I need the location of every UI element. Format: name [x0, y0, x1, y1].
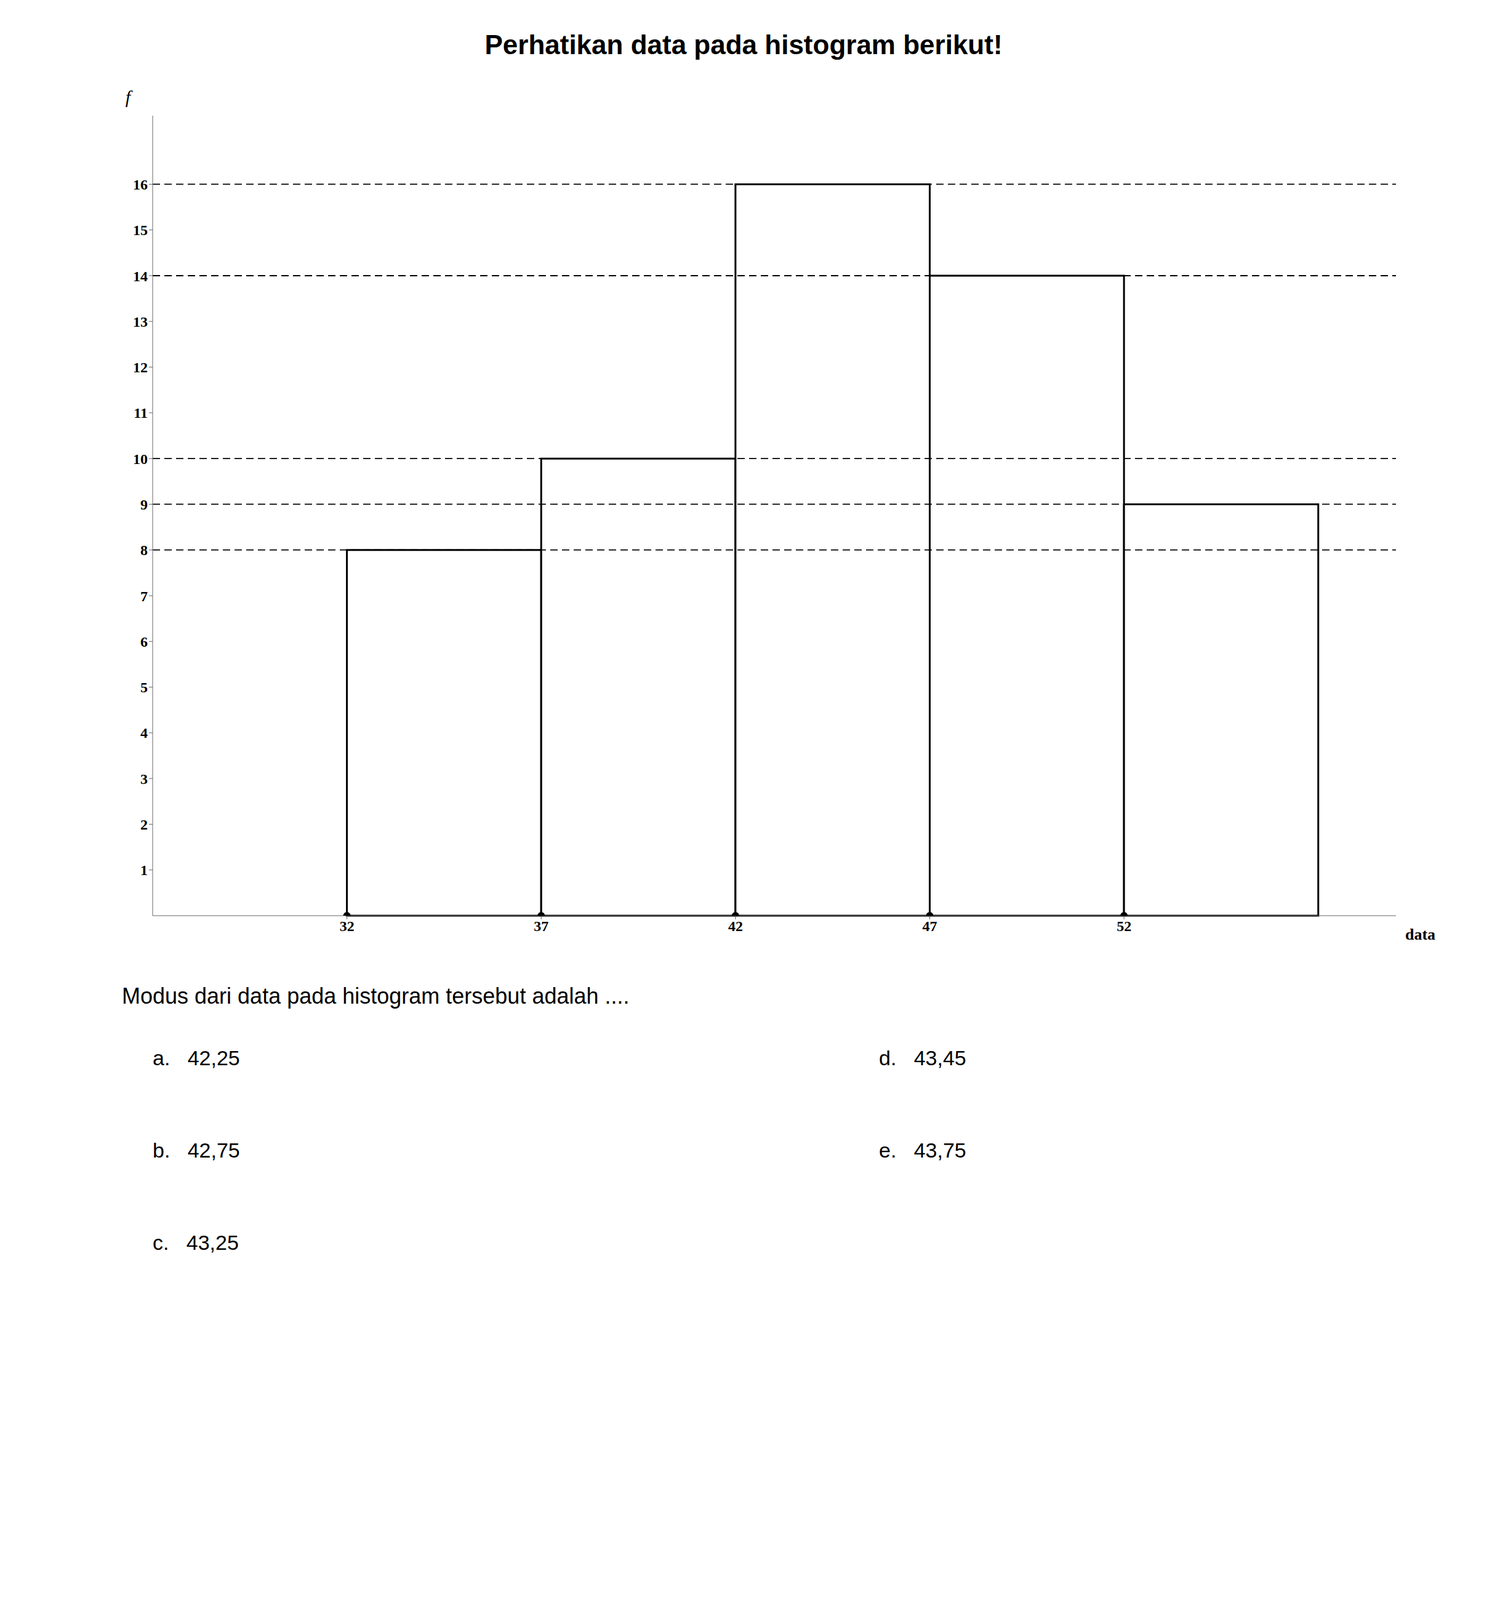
svg-text:16: 16: [132, 176, 148, 193]
html-text:a. 42,25: a. 42,25: [152, 1046, 240, 1070]
svg-text:15: 15: [132, 222, 148, 239]
svg-text:9: 9: [140, 496, 148, 513]
svg-text:10: 10: [132, 451, 148, 468]
html-text:e. 43,75: e. 43,75: [878, 1138, 967, 1163]
svg-text:3: 3: [140, 771, 148, 788]
svg-text:13: 13: [132, 313, 148, 330]
html-text:b. 42,75: b. 42,75: [152, 1138, 240, 1163]
html-text:d. 43,45: d. 43,45: [878, 1046, 967, 1070]
svg-text:1: 1: [140, 862, 148, 879]
html-text:Perhatikan data pada histogram: Perhatikan data pada histogram berikut!: [484, 29, 1003, 60]
svg-text:5: 5: [140, 679, 148, 696]
svg-text:4: 4: [140, 725, 148, 742]
svg-text:7: 7: [140, 588, 148, 605]
html-text:Modus dari data pada histogram: Modus dari data pada histogram tersebut …: [121, 983, 630, 1009]
svg-text:8: 8: [140, 542, 148, 559]
svg-text:52: 52: [1116, 918, 1132, 935]
svg-text:37: 37: [533, 918, 549, 935]
svg-text:32: 32: [339, 918, 355, 935]
svg-text:11: 11: [133, 405, 148, 422]
svg-text:12: 12: [132, 359, 148, 376]
html-text:c. 43,25: c. 43,25: [152, 1231, 239, 1255]
svg-text:data: data: [1405, 925, 1436, 944]
svg-text:2: 2: [140, 816, 148, 833]
svg-text:47: 47: [922, 918, 938, 935]
svg-text:42: 42: [728, 918, 743, 935]
svg-text:6: 6: [140, 633, 148, 650]
svg-text:14: 14: [132, 268, 148, 285]
svg-text:f: f: [125, 86, 133, 108]
